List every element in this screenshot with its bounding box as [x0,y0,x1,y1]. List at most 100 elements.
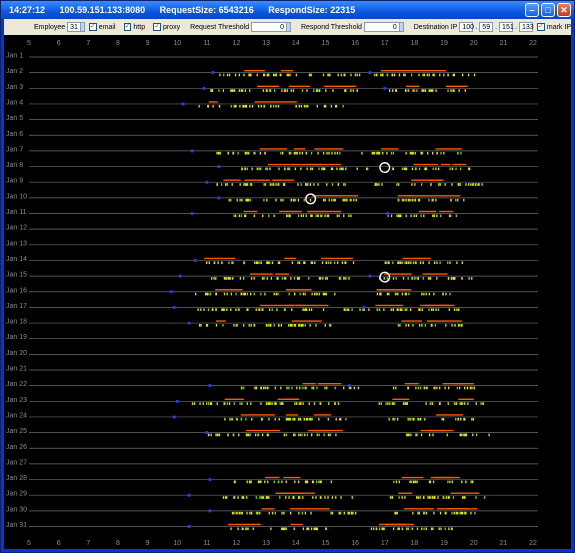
ip-octet-3[interactable]: 151 [499,22,514,32]
request-tick [351,496,353,499]
request-tick [235,308,237,311]
request-tick [277,292,279,296]
request-tick [253,151,255,155]
request-tick [245,198,247,202]
request-threshold-spinner[interactable] [285,22,291,32]
request-tick [253,214,255,218]
request-tick [429,496,432,499]
request-tick [274,402,277,405]
request-tick [378,183,380,186]
request-tick [243,183,245,186]
request-tick [250,183,253,186]
request-tick [439,261,441,265]
close-button[interactable]: ✕ [557,3,571,17]
session-marker [368,71,372,75]
request-tick [257,433,260,437]
request-tick [331,183,334,186]
session-marker [208,384,212,388]
request-tick [259,511,261,515]
request-tick [477,183,479,186]
request-tick [395,277,397,280]
destination-ip-label: Destination IP [413,23,458,31]
request-tick [230,308,232,311]
request-tick [391,167,394,171]
employee-spinner[interactable] [79,22,85,32]
request-tick [298,277,300,280]
request-tick [324,214,327,218]
request-tick [313,89,315,92]
request-tick [426,386,428,390]
request-tick [471,277,473,280]
session-marker [169,290,173,294]
request-tick [243,324,245,327]
request-tick [463,496,465,499]
http-checkbox[interactable]: ✓ [123,23,132,31]
request-tick [471,386,473,390]
request-tick [246,511,248,515]
request-tick [428,73,430,77]
request-tick [478,183,480,186]
request-tick [310,527,313,531]
respond-threshold-input[interactable]: 0 [363,22,400,32]
title-bar[interactable]: 14:27:12 100.59.151.133:8080 RequestSize… [1,1,574,19]
request-tick [311,292,313,296]
request-tick [249,104,251,108]
request-tick [266,433,268,437]
request-tick [428,496,431,499]
request-tick [223,73,225,77]
request-tick [357,386,360,390]
request-tick [303,198,305,202]
request-tick [381,527,383,531]
session-marker [362,305,366,309]
request-tick [453,402,456,405]
request-tick [391,73,393,77]
day-label: Jan 9 [6,178,23,185]
request-tick [269,89,271,92]
request-tick [433,261,436,265]
ip-octet-4[interactable]: 133 [519,22,534,32]
request-tick [432,89,434,92]
employee-input[interactable]: 31 [67,22,81,32]
minimize-button[interactable]: – [525,3,539,17]
day-label: Jan 29 [6,491,27,498]
session-marker [187,493,191,497]
request-tick [376,292,379,296]
request-tick [209,292,212,296]
ip-octet-2[interactable]: 59 [479,22,494,32]
request-tick [229,277,231,280]
day-label: Jan 7 [6,146,23,153]
request-tick [301,151,304,155]
request-tick [255,261,258,265]
request-tick [352,89,355,92]
request-tick [227,277,229,280]
request-tick [405,198,407,202]
session-marker [181,102,185,106]
request-tick [292,496,294,499]
maximize-button[interactable]: □ [541,3,555,17]
request-tick [410,433,412,437]
request-tick [263,73,266,77]
respond-threshold-spinner[interactable] [398,22,404,32]
request-tick [216,433,219,437]
ip-octet-1[interactable]: 100 [459,22,474,32]
request-tick [262,214,264,218]
proxy-checkbox[interactable]: ✓ [153,23,161,31]
request-tick [321,214,323,218]
request-threshold-input[interactable]: 0 [251,22,287,32]
request-tick [432,167,434,171]
day-label: Jan 24 [6,412,27,419]
request-tick [401,198,404,202]
request-tick [343,386,345,390]
mark-ip-checkbox[interactable]: ✓ [537,23,545,31]
request-tick [336,167,338,171]
request-tick [216,402,218,405]
request-tick [328,151,330,155]
request-tick [347,511,349,515]
request-tick [261,417,263,421]
request-tick [291,386,293,390]
request-tick [345,89,347,92]
request-tick [298,324,300,327]
request-tick [409,308,412,311]
request-tick [470,480,472,484]
email-checkbox[interactable]: ✓ [88,23,97,31]
